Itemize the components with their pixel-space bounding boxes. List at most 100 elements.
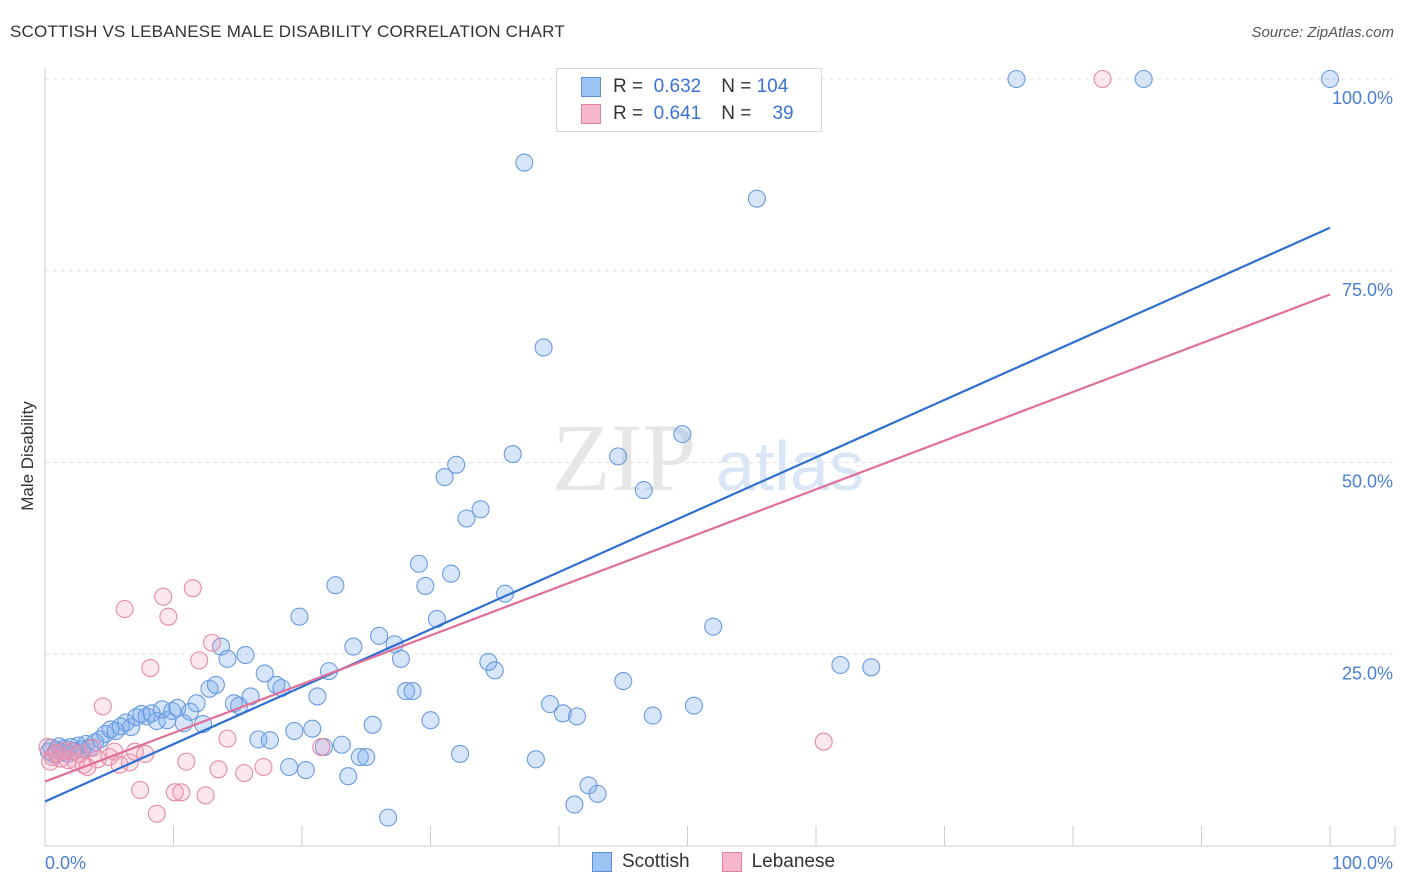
y-tick-label: 75.0% [1342,280,1393,300]
scottish-point [350,747,369,767]
y-tick-label: 100.0% [1332,88,1393,108]
legend: R = 0.632 N = 104 R = 0.641 N = 39 [556,68,822,132]
legend-r-value: 0.641 [653,103,702,124]
scottish-point [831,655,850,675]
legend-r-label: R = [613,103,644,124]
legend-label-lebanese: Lebanese [751,851,836,872]
scottish-trend-line [44,226,1331,803]
lebanese-point [38,738,57,757]
x-tick-label: 100.0% [1332,853,1393,873]
legend-r-label: R = [613,76,644,97]
lebanese-point [254,757,273,777]
swatch-lebanese [721,852,742,872]
scottish-point [609,447,628,466]
lebanese-point [55,741,74,760]
lebanese-trend-line [44,293,1331,783]
scottish-point [515,153,534,172]
x-tick-label: 0.0% [45,853,86,873]
scottish-point [285,721,304,741]
watermark-atlas: atlas [716,427,864,505]
legend-swatch-scottish [581,77,601,97]
lebanese-point [196,786,215,805]
scottish-point [457,509,476,528]
scottish-point [534,338,553,357]
scottish-point [363,715,382,734]
scottish-point [255,664,274,683]
lebanese-point [190,651,209,670]
scottish-points [39,69,1340,827]
scottish-point [565,795,584,814]
y-axis-label: Male Disability [18,401,37,511]
source-label: Source: ZipAtlas.com [1251,24,1394,41]
lebanese-point [177,752,196,771]
lebanese-point [141,659,160,678]
lebanese-point [183,579,202,598]
lebanese-point [209,760,228,779]
scottish-point [553,704,572,723]
scottish-point [241,687,260,706]
swatch-scottish [592,852,612,872]
scottish-point [332,735,351,754]
legend-r-value: 0.632 [653,76,702,97]
scottish-point [370,626,389,645]
scottish-point [1320,69,1340,89]
scottish-point [122,718,141,737]
legend-item-lebanese: Lebanese [721,851,836,873]
scottish-point [471,500,490,519]
scottish-point [379,808,398,827]
scottish-point [447,455,466,474]
scottish-point [236,645,255,665]
lebanese-point [165,783,184,802]
scottish-point [206,675,225,694]
scottish-point [357,747,376,767]
scottish-point [588,784,607,803]
scottish-point [296,761,315,780]
lebanese-point [235,764,254,783]
scottish-point [526,750,545,769]
scottish-point [704,617,723,636]
legend-row-scottish: R = 0.632 N = 104 [581,74,788,100]
scottish-point [1134,69,1153,89]
scottish-point [391,649,410,668]
scottish-point [147,711,166,731]
scottish-point [187,694,206,713]
lebanese-point [83,738,102,757]
scottish-point [643,706,662,725]
scottish-point [290,607,309,626]
legend-n-label: N = [721,103,752,124]
scottish-point [339,767,358,786]
lebanese-point [312,738,331,757]
legend-n-value: 104 [756,76,789,97]
scottish-point [344,637,363,656]
scottish-point [421,711,440,730]
scottish-point [442,564,461,583]
scottish-point [280,757,299,777]
legend-label-scottish: Scottish [622,851,690,872]
legend-n-label: N = [721,76,752,97]
lebanese-point [218,729,237,748]
scottish-point [403,682,422,701]
scottish-point [409,554,428,573]
scottish-point [137,707,156,726]
scottish-point [567,707,587,726]
lebanese-point [154,587,173,606]
lebanese-point [93,697,112,716]
scottish-point [416,576,435,596]
axes [44,68,1396,847]
y-tick-label: 50.0% [1342,472,1393,492]
scottish-point [163,701,182,721]
trend-lines [44,226,1331,803]
tick-labels: 25.0% 50.0% 75.0% 100.0% 0.0% 100.0% [45,88,1393,873]
scottish-point [485,661,504,680]
scottish-point [862,658,881,677]
lebanese-point [131,780,150,800]
scottish-point [303,719,322,738]
y-tick-label: 25.0% [1342,663,1393,683]
lebanese-point [1093,69,1112,89]
chart-title: SCOTTISH VS LEBANESE MALE DISABILITY COR… [10,22,565,41]
lebanese-point [814,732,833,751]
lebanese-point [203,633,222,652]
scottish-point [127,708,146,727]
lebanese-point [172,783,191,802]
